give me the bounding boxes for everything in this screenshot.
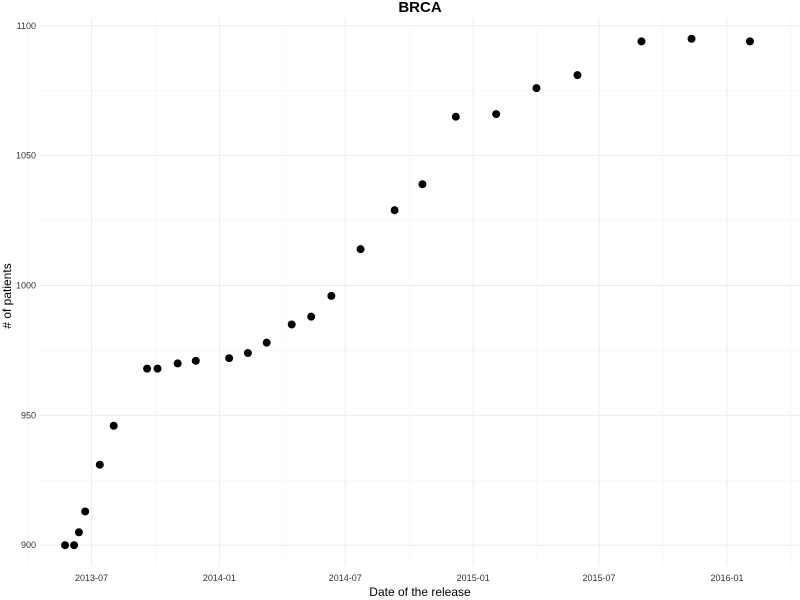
y-tick-label: 1050 bbox=[16, 151, 36, 161]
data-point bbox=[451, 112, 460, 121]
data-point bbox=[327, 291, 336, 300]
data-point bbox=[532, 84, 541, 93]
data-point bbox=[356, 245, 365, 254]
data-point bbox=[492, 110, 501, 119]
data-point bbox=[225, 354, 234, 363]
y-axis-ticks: 900 950 1000 1050 1100 bbox=[16, 21, 36, 550]
y-tick-label: 900 bbox=[21, 540, 36, 550]
x-tick-label: 2013-07 bbox=[75, 573, 108, 583]
y-tick-label: 950 bbox=[21, 410, 36, 420]
data-point bbox=[95, 460, 104, 469]
data-point bbox=[243, 349, 252, 358]
data-points bbox=[61, 34, 754, 550]
y-axis-title: # of patients bbox=[0, 263, 14, 328]
data-point bbox=[143, 364, 152, 373]
data-point bbox=[74, 528, 83, 537]
data-point bbox=[70, 541, 79, 550]
x-tick-label: 2014-07 bbox=[329, 573, 362, 583]
data-point bbox=[173, 359, 182, 368]
data-point bbox=[287, 320, 296, 329]
data-point bbox=[573, 71, 582, 80]
data-point bbox=[81, 507, 90, 516]
x-tick-label: 2015-01 bbox=[457, 573, 490, 583]
data-point bbox=[307, 312, 316, 321]
x-tick-label: 2015-07 bbox=[583, 573, 616, 583]
y-tick-label: 1000 bbox=[16, 281, 36, 291]
data-point bbox=[637, 37, 646, 46]
x-axis-title: Date of the release bbox=[369, 585, 471, 599]
data-point bbox=[418, 180, 427, 189]
data-point bbox=[191, 356, 200, 365]
x-axis-ticks: 2013-07 2014-01 2014-07 2015-01 2015-07 2016-… bbox=[75, 573, 744, 583]
data-point bbox=[153, 364, 162, 373]
y-tick-label: 1100 bbox=[17, 21, 36, 31]
data-point bbox=[745, 37, 754, 46]
grid-lines bbox=[27, 18, 800, 566]
x-tick-label: 2014-01 bbox=[203, 573, 236, 583]
data-point bbox=[687, 34, 696, 43]
data-point bbox=[390, 206, 399, 215]
data-point bbox=[262, 338, 271, 347]
chart-title: BRCA bbox=[398, 0, 441, 16]
data-point bbox=[61, 541, 70, 550]
data-point bbox=[109, 421, 118, 430]
x-tick-label: 2016-01 bbox=[710, 573, 743, 583]
